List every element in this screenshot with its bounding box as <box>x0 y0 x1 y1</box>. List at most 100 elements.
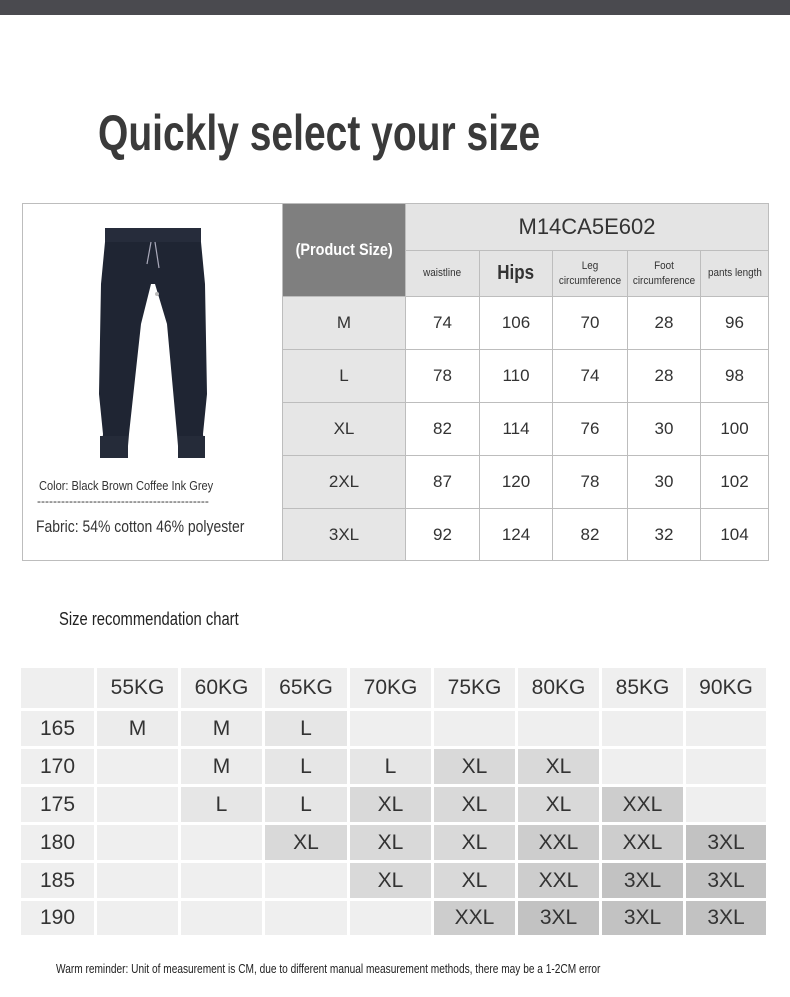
recommended-size-cell: M <box>97 711 178 746</box>
recommended-size-cell: XL <box>434 825 515 860</box>
size-label: XL <box>283 403 406 456</box>
recommended-size-cell <box>97 749 178 784</box>
recommended-size-cell <box>434 711 515 746</box>
recommended-size-cell: XXL <box>518 863 599 898</box>
recommended-size-cell: 3XL <box>686 863 766 898</box>
recommended-size-cell <box>686 787 766 822</box>
recommended-size-cell: L <box>181 787 262 822</box>
measurement-cell: 104 <box>701 509 769 561</box>
model-number: M14CA5E602 <box>406 204 769 251</box>
recommended-size-cell <box>97 787 178 822</box>
column-header-label: pants length <box>707 267 762 279</box>
product-panel: Color: Black Brown Coffee Ink Grey -----… <box>23 204 283 560</box>
size-label: M <box>283 297 406 350</box>
jogger-pants-image <box>99 228 207 458</box>
measurement-cell: 106 <box>480 297 553 350</box>
measurement-cell: 110 <box>480 350 553 403</box>
size-label: 3XL <box>283 509 406 561</box>
column-header: Foot circumference <box>628 251 701 297</box>
recommended-size-cell: L <box>265 711 347 746</box>
measurement-cell: 76 <box>553 403 628 456</box>
recommended-size-cell: XL <box>434 749 515 784</box>
measurement-cell: 74 <box>406 297 480 350</box>
weight-header: 70KG <box>350 668 431 708</box>
recommended-size-cell: M <box>181 711 262 746</box>
measurement-cell: 114 <box>480 403 553 456</box>
recommended-size-cell: 3XL <box>686 825 766 860</box>
recommended-size-cell: XXL <box>602 787 683 822</box>
measurement-cell: 120 <box>480 456 553 509</box>
divider: ----------------------------------------… <box>37 494 209 508</box>
recommended-size-cell: XXL <box>434 901 515 935</box>
recommended-size-cell <box>97 825 178 860</box>
measurement-cell: 32 <box>628 509 701 561</box>
recommended-size-cell <box>265 863 347 898</box>
height-label: 165 <box>21 711 94 746</box>
measurement-cell: 82 <box>406 403 480 456</box>
product-size-header: (Product Size) <box>283 204 406 297</box>
recommended-size-cell <box>350 711 431 746</box>
recommended-size-cell: XL <box>350 825 431 860</box>
recommended-size-cell: L <box>350 749 431 784</box>
column-header-label: Hips <box>497 262 535 284</box>
recommendation-title: Size recommendation chart <box>59 609 239 629</box>
recommended-size-cell <box>602 749 683 784</box>
height-label: 170 <box>21 749 94 784</box>
recommended-size-cell <box>181 901 262 935</box>
recommended-size-cell: XL <box>434 787 515 822</box>
measurement-cell: 28 <box>628 297 701 350</box>
recommended-size-cell <box>686 711 766 746</box>
size-label: L <box>283 350 406 403</box>
measurement-cell: 78 <box>553 456 628 509</box>
corner-cell <box>21 668 94 708</box>
recommended-size-cell: 3XL <box>686 901 766 935</box>
recommended-size-cell: XXL <box>602 825 683 860</box>
height-label: 185 <box>21 863 94 898</box>
measurement-cell: 92 <box>406 509 480 561</box>
weight-header: 55KG <box>97 668 178 708</box>
recommended-size-cell: 3XL <box>602 863 683 898</box>
recommended-size-cell <box>518 711 599 746</box>
height-label: 190 <box>21 901 94 935</box>
measurement-cell: 30 <box>628 456 701 509</box>
recommended-size-cell: XL <box>518 787 599 822</box>
footer-note: Warm reminder: Unit of measurement is CM… <box>56 961 601 976</box>
column-header: pants length <box>701 251 769 297</box>
weight-header: 75KG <box>434 668 515 708</box>
recommended-size-cell: M <box>181 749 262 784</box>
recommended-size-cell: 3XL <box>602 901 683 935</box>
recommended-size-cell: XXL <box>518 825 599 860</box>
height-label: 180 <box>21 825 94 860</box>
fabric-text: Fabric: 54% cotton 46% polyester <box>36 517 245 536</box>
recommended-size-cell: XL <box>518 749 599 784</box>
measurement-cell: 74 <box>553 350 628 403</box>
size-spec-table: Color: Black Brown Coffee Ink Grey -----… <box>22 203 769 561</box>
measurement-cell: 100 <box>701 403 769 456</box>
recommended-size-cell <box>602 711 683 746</box>
recommended-size-cell: 3XL <box>518 901 599 935</box>
recommended-size-cell: XL <box>350 787 431 822</box>
weight-header: 65KG <box>265 668 347 708</box>
measurement-cell: 28 <box>628 350 701 403</box>
weight-header: 90KG <box>686 668 766 708</box>
recommended-size-cell: XL <box>350 863 431 898</box>
weight-header: 80KG <box>518 668 599 708</box>
recommended-size-cell <box>686 749 766 784</box>
measurement-cell: 102 <box>701 456 769 509</box>
measurement-cell: 30 <box>628 403 701 456</box>
column-header-label: waistline <box>423 267 462 279</box>
measurement-cell: 124 <box>480 509 553 561</box>
column-header: waistline <box>406 251 480 297</box>
measurement-cell: 78 <box>406 350 480 403</box>
recommended-size-cell <box>97 901 178 935</box>
recommended-size-cell: L <box>265 787 347 822</box>
column-header-label: Leg circumference <box>558 259 622 287</box>
column-header: Leg circumference <box>553 251 628 297</box>
column-header-label: Foot circumference <box>632 259 696 287</box>
recommended-size-cell <box>350 901 431 935</box>
column-header: Hips <box>480 251 553 297</box>
color-text: Color: Black Brown Coffee Ink Grey <box>39 478 214 493</box>
recommended-size-cell <box>181 863 262 898</box>
recommended-size-cell: XL <box>434 863 515 898</box>
height-label: 175 <box>21 787 94 822</box>
